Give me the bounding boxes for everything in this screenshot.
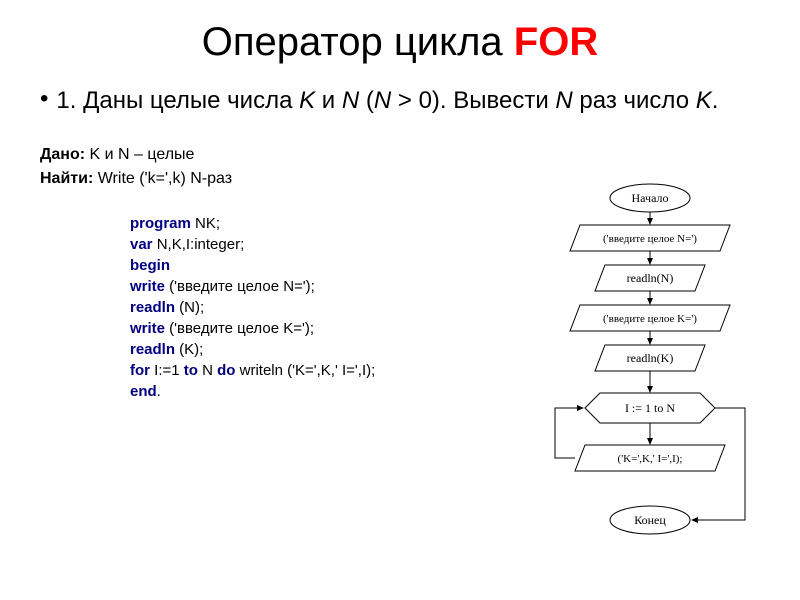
dano-row: Дано: K и N – целые (40, 146, 760, 164)
dano-label: Дано: (40, 146, 85, 163)
title-red: FOR (514, 20, 598, 64)
slide-title: Оператор цикла FOR (40, 20, 760, 65)
title-black: Оператор цикла (202, 20, 514, 64)
naiti-text: Write ('k=',k) N-раз (93, 170, 232, 187)
fc-loop: I := 1 to N (625, 401, 675, 415)
fc-out1: ('введите целое N=') (603, 233, 697, 245)
problem-statement: • 1. Даны целые числа K и N (N > 0). Выв… (40, 85, 760, 116)
bullet-icon: • (40, 85, 48, 114)
slide-container: Оператор цикла FOR • 1. Даны целые числа… (0, 0, 800, 600)
fc-body: ('K=',K,' I=',I); (618, 453, 683, 465)
fc-end: Конец (634, 513, 666, 527)
naiti-label: Найти: (40, 170, 93, 187)
flowchart: Начало ('введите целое N=') readln(N) ('… (530, 170, 770, 570)
fc-in1: readln(N) (627, 271, 674, 285)
problem-text: 1. Даны целые числа K и N (N > 0). Вывес… (56, 85, 718, 116)
flowchart-svg: Начало ('введите целое N=') readln(N) ('… (530, 170, 770, 570)
fc-start: Начало (632, 191, 669, 205)
fc-out2: ('введите целое K=') (603, 313, 697, 325)
fc-in2: readln(K) (627, 351, 674, 365)
dano-text: K и N – целые (85, 146, 194, 163)
